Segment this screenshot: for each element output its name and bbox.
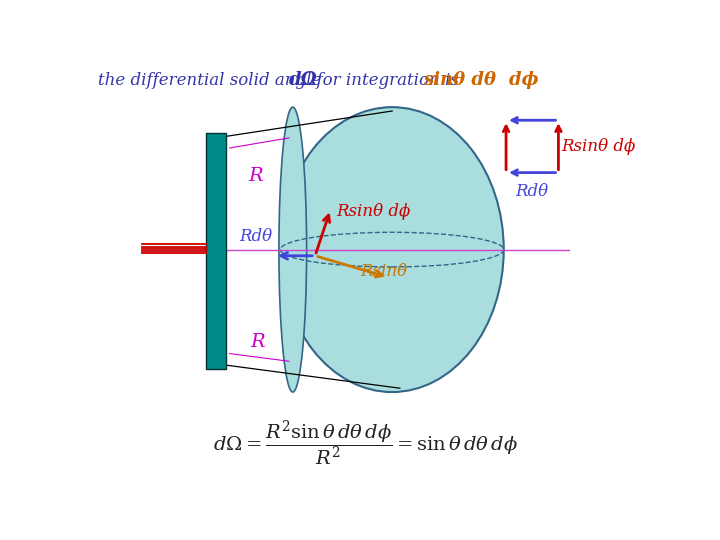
Text: dϕ: dϕ bbox=[485, 71, 539, 89]
Polygon shape bbox=[206, 132, 226, 369]
Text: dΩ: dΩ bbox=[289, 71, 318, 89]
Text: $d\Omega = \dfrac{R^2 \sin\theta\,d\theta\,d\phi}{R^2} = \sin\theta\,d\theta\,d\: $d\Omega = \dfrac{R^2 \sin\theta\,d\thet… bbox=[212, 418, 518, 469]
Text: R: R bbox=[248, 167, 263, 185]
Text: Rdθ: Rdθ bbox=[239, 228, 272, 245]
Text: sinθ dθ: sinθ dθ bbox=[423, 71, 496, 89]
Text: Rdθ: Rdθ bbox=[516, 184, 549, 200]
Text: Rsinθ dϕ: Rsinθ dϕ bbox=[562, 138, 636, 155]
Text: the differential solid angle: the differential solid angle bbox=[98, 72, 327, 89]
Text: for integration is: for integration is bbox=[306, 72, 469, 89]
Text: Rsinθ dϕ: Rsinθ dϕ bbox=[337, 204, 411, 220]
Text: R: R bbox=[250, 333, 265, 351]
Text: Rsinθ: Rsinθ bbox=[360, 264, 407, 280]
Ellipse shape bbox=[279, 107, 307, 392]
Ellipse shape bbox=[281, 107, 504, 392]
